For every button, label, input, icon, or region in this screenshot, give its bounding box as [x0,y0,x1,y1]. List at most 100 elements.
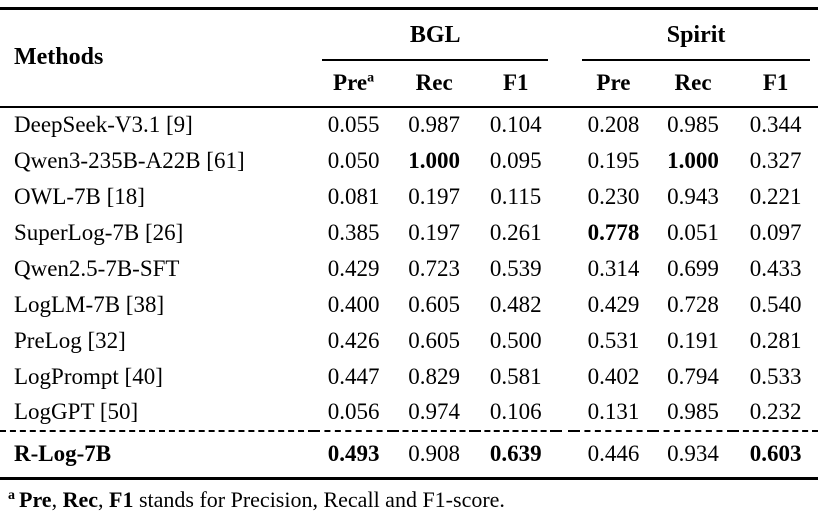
metric-value-cell: 0.829 [408,363,461,389]
metric-value-cell: 0.533 [749,363,802,389]
metric-value-cell: 0.208 [587,112,640,137]
metric-value-cell: 0.482 [489,291,542,317]
subcol-spirit-pre: Pre [574,60,653,108]
column-spacer [556,251,574,287]
metric-value-cell: 0.400 [327,291,380,317]
methods-column-header: Methods [0,8,315,108]
group-underline-spirit [582,58,810,61]
metric-value-cell: 0.050 [327,147,380,173]
metric-value-cell: 0.778 [587,219,640,245]
metric-value-cell: 0.605 [408,327,461,353]
footnote-marker-superscript: a [367,70,375,86]
metric-value-cell: 0.314 [587,255,640,281]
method-name-cell: SuperLog-7B [26] [14,219,184,245]
metric-value-cell: 0.081 [327,183,380,209]
method-name-cell: R-Log-7B [0,429,315,479]
metric-value-cell: 0.728 [667,291,719,317]
metric-value-cell: 0.197 [408,183,461,209]
method-name-cell: Qwen3-235B-A22B [61] [14,147,245,173]
header-subcolumn-row: Prea Rec F1 Pre Rec F1 [0,60,818,108]
metric-value-cell: 0.327 [749,147,802,173]
footnote-term: Pre [19,487,52,512]
table-row: LogLM-7B [38] 0.400 0.605 0.482 0.429 0.728 0.… [0,287,818,323]
metric-value-cell: 0.493 [314,429,393,479]
header-group-row: Methods BGL Spirit [0,8,818,108]
subcol-bgl-pre-label: Pre [333,70,368,95]
group-header-spirit: Spirit [574,9,818,61]
metric-value-cell: 0.232 [749,399,802,424]
table-header: Methods BGL Spirit Prea Rec F1 Pre Rec F… [0,8,818,108]
metric-value-cell: 0.115 [490,183,542,209]
metric-value-cell: 0.106 [489,399,542,424]
metric-value-cell: 0.261 [489,219,542,245]
group-header-bgl: BGL [314,9,556,61]
method-name-cell: PreLog [32] [14,327,126,353]
metric-value-cell: 0.197 [408,219,461,245]
metric-value-cell: 0.402 [587,363,640,389]
metric-value-cell: 0.051 [667,219,719,245]
metric-value-cell: 0.539 [489,255,542,281]
metric-value-cell: 0.429 [327,255,380,281]
method-name-cell: LogGPT [50] [14,399,139,424]
table-row: OWL-7B [18] 0.081 0.197 0.115 0.230 0.943 0.22… [0,179,818,215]
metric-value-cell: 0.056 [327,399,380,424]
metric-value-cell: 0.531 [587,327,640,353]
column-spacer [556,215,574,251]
metric-value-cell: 0.195 [587,147,640,173]
table-footnote: a Pre, Rec, F1 stands for Precision, Reca… [0,485,818,515]
metric-value-cell: 0.794 [667,363,719,389]
metric-value-cell: 0.104 [489,112,542,137]
metric-value-cell: 0.429 [587,291,640,317]
metric-value-cell: 0.131 [587,399,640,424]
subcol-bgl-pre: Prea [314,60,393,108]
metric-value-cell: 1.000 [667,147,719,173]
footnote-term: F1 [109,487,134,512]
metric-value-cell: 0.974 [408,399,461,424]
footnote-plain-text: , [51,487,63,512]
table-row: LogPrompt [40] 0.447 0.829 0.581 0.402 0.794 0… [0,359,818,395]
metric-value-cell: 0.639 [475,429,557,479]
column-spacer [556,429,575,479]
metric-value-cell: 0.500 [489,327,542,353]
method-name-cell: LogLM-7B [38] [14,291,165,317]
method-name-cell: LogPrompt [40] [14,363,163,389]
group-label-bgl: BGL [409,21,461,48]
table-row: Qwen2.5-7B-SFT 0.429 0.723 0.539 0.314 0.699 0… [0,251,818,287]
metric-value-cell: 0.095 [489,147,542,173]
table-body: DeepSeek-V3.1 [9] 0.055 0.987 0.104 0.208 0.9… [0,107,818,479]
metric-value-cell: 0.605 [408,291,461,317]
metric-value-cell: 0.699 [667,255,719,281]
results-table: Methods BGL Spirit Prea Rec F1 Pre Rec F… [0,7,818,480]
table-row: Qwen3-235B-A22B [61] 0.050 1.000 0.095 0.195… [0,143,818,179]
metric-value-cell: 1.000 [408,147,461,173]
metric-value-cell: 0.191 [667,327,719,353]
metric-value-cell: 0.723 [408,255,461,281]
subcol-bgl-f1: F1 [475,60,557,108]
subcol-spirit-rec: Rec [652,60,734,108]
footnote-plain-text: , [98,487,109,512]
column-spacer [556,323,574,359]
metric-value-cell: 0.934 [652,429,734,479]
metric-value-cell: 0.221 [749,183,802,209]
footnote-term: Rec [62,487,98,512]
column-spacer [556,287,574,323]
column-spacer [556,143,574,179]
footnote-text: Pre, Rec, F1 stands for Precision, Recal… [19,487,505,512]
metric-value-cell: 0.281 [749,327,802,353]
subcol-spirit-f1: F1 [733,60,818,108]
metric-value-cell: 0.385 [327,219,380,245]
subcol-bgl-rec: Rec [392,60,476,108]
method-name-cell: DeepSeek-V3.1 [9] [14,112,193,137]
method-name-cell: Qwen2.5-7B-SFT [14,255,180,281]
table-row: PreLog [32] 0.426 0.605 0.500 0.531 0.191 0.28… [0,323,818,359]
metric-value-cell: 0.446 [574,429,653,479]
metric-value-cell: 0.433 [749,255,802,281]
metric-value-cell: 0.987 [408,112,461,137]
metric-value-cell: 0.447 [327,363,380,389]
column-gap [556,8,575,108]
metric-value-cell: 0.908 [392,429,476,479]
metric-value-cell: 0.055 [327,112,380,137]
group-underline-bgl [322,58,549,61]
method-name-cell: OWL-7B [18] [14,183,145,209]
